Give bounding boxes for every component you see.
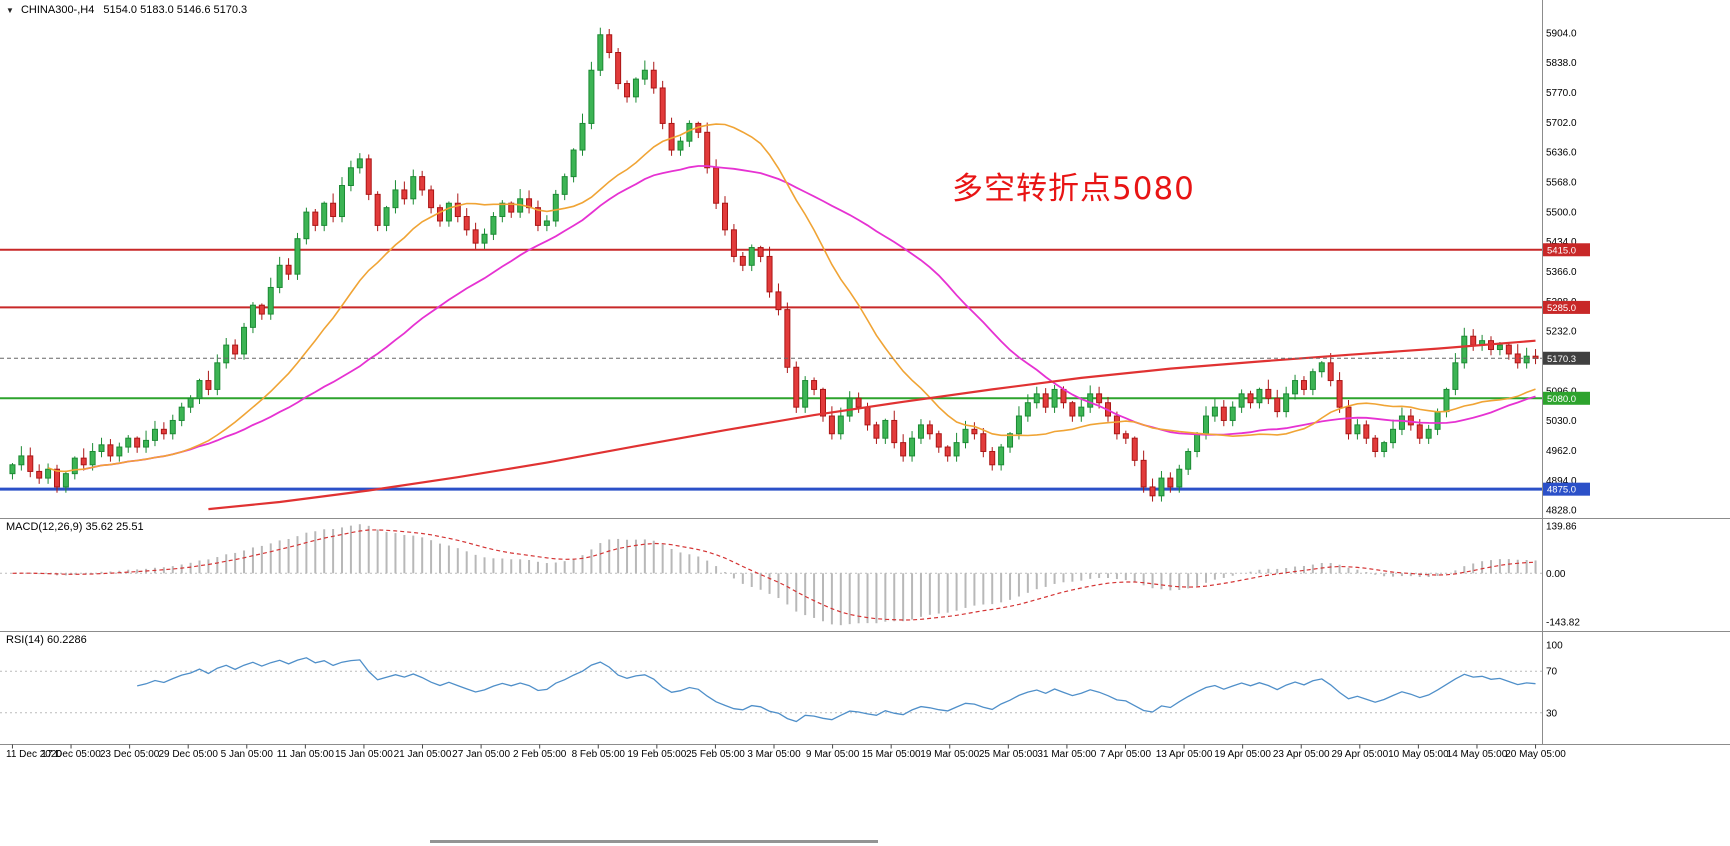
axis-label: 5030.0 (1546, 416, 1577, 427)
axis-label: 23 Dec 05:00 (100, 749, 160, 760)
axis-label: -143.82 (1546, 617, 1580, 628)
price-tag: 5415.0 (1543, 243, 1590, 257)
axis-label: 5415.0 (1547, 245, 1576, 256)
axis-label: 9 Mar 05:00 (806, 749, 860, 760)
price-tag: 5285.0 (1543, 300, 1590, 314)
axis-label: 2 Feb 05:00 (513, 749, 567, 760)
axis-label: 15 Mar 05:00 (862, 749, 921, 760)
axis-label: 15 Jan 05:00 (335, 749, 393, 760)
axis-label: 7 Apr 05:00 (1100, 749, 1152, 760)
axis-label: 5232.0 (1546, 326, 1577, 337)
ma-orange-line (47, 123, 1536, 473)
price-tag: 5080.0 (1543, 391, 1590, 405)
axis-label: 19 Apr 05:00 (1214, 749, 1271, 760)
bottom-scrollbar[interactable] (430, 840, 878, 843)
axis-label: 23 Apr 05:00 (1273, 749, 1330, 760)
axis-label: 11 Dec 2020 (6, 749, 62, 760)
axis-label: 20 May 05:00 (1505, 749, 1566, 760)
axis-label: 5770.0 (1546, 88, 1577, 99)
candles-layer (9, 27, 1539, 502)
axis-label: 13 Apr 05:00 (1156, 749, 1213, 760)
price-tag: 4875.0 (1543, 482, 1590, 496)
chart-header: ▼ CHINA300-,H4 5154.0 5183.0 5146.6 5170… (6, 4, 247, 16)
price-tag: 5170.3 (1543, 351, 1590, 365)
axis-label: 29 Dec 05:00 (158, 749, 218, 760)
axis-label: 5702.0 (1546, 118, 1577, 129)
axis-label: 5434.0 (1546, 237, 1577, 248)
horizontal-level-lines[interactable] (0, 248, 1542, 491)
chart-annotation: 多空转折点5080 (952, 171, 1195, 207)
axis-label: 31 Mar 05:00 (1037, 749, 1096, 760)
axis-label: 5366.0 (1546, 267, 1577, 278)
axis-label: 5838.0 (1546, 58, 1577, 69)
axis-label: 19 Feb 05:00 (627, 749, 686, 760)
axis-label: 5080.0 (1547, 394, 1576, 405)
macd-label: MACD(12,26,9) 35.62 25.51 (6, 521, 144, 533)
axis-label: 8 Feb 05:00 (572, 749, 626, 760)
axis-label: 5 Jan 05:00 (221, 749, 274, 760)
macd-layer: 139.86 0.00 -143.82 (0, 521, 1580, 628)
axis-label: 17 Dec 05:00 (41, 749, 101, 760)
rsi-line (137, 657, 1536, 723)
axis-label: 4962.0 (1546, 446, 1577, 457)
panel-separators (0, 0, 1730, 745)
axis-label: 4894.0 (1546, 476, 1577, 487)
axis-label: 5170.3 (1547, 354, 1576, 365)
axis-label: 5568.0 (1546, 177, 1577, 188)
axis-label: 14 May 05:00 (1447, 749, 1508, 760)
axis-label: 29 Apr 05:00 (1331, 749, 1388, 760)
chevron-down-icon[interactable]: ▼ (6, 6, 14, 15)
axis-label: 5636.0 (1546, 147, 1577, 158)
axis-label: 21 Jan 05:00 (394, 749, 452, 760)
axis-label: 139.86 (1546, 521, 1577, 532)
price-axis[interactable]: 5904.0 5838.0 5770.0 5702.0 5636.0 5568.0 5500… (1546, 29, 1577, 517)
axis-label: 25 Mar 05:00 (979, 749, 1038, 760)
ohlc-readout: 5154.0 5183.0 5146.6 5170.3 (103, 4, 248, 16)
axis-label: 70 (1546, 667, 1558, 678)
ma-magenta-line (83, 165, 1536, 471)
axis-label: 5285.0 (1547, 303, 1576, 314)
symbol-title: CHINA300-,H4 (20, 4, 95, 16)
axis-label: 27 Jan 05:00 (452, 749, 510, 760)
axis-label: 10 May 05:00 (1388, 749, 1449, 760)
axis-label: 4875.0 (1547, 485, 1576, 496)
axis-label: 5904.0 (1546, 29, 1577, 40)
axis-label: 0.00 (1546, 569, 1566, 580)
axis-label: 5500.0 (1546, 208, 1577, 219)
axis-label: 3 Mar 05:00 (747, 749, 801, 760)
rsi-label: RSI(14) 60.2286 (6, 634, 87, 646)
rsi-layer: 100 70 30 (0, 641, 1563, 723)
axis-label: 100 (1546, 641, 1563, 652)
axis-label: 30 (1546, 708, 1558, 719)
axis-label: 11 Jan 05:00 (277, 749, 335, 760)
axis-label: 4828.0 (1546, 506, 1577, 517)
axis-label: 19 Mar 05:00 (920, 749, 979, 760)
macd-signal-line (12, 529, 1536, 621)
axis-label: 25 Feb 05:00 (686, 749, 745, 760)
ma-red-line (208, 339, 1536, 511)
